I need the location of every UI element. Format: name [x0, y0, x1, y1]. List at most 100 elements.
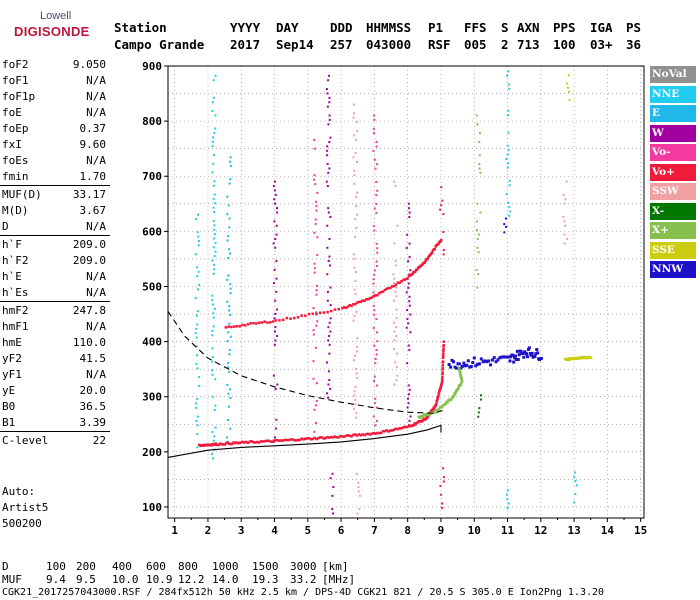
echo-dot [566, 237, 569, 240]
series-point [346, 305, 350, 308]
series-point [391, 285, 394, 288]
series-point [539, 356, 543, 360]
echo-dot [505, 192, 508, 195]
echo-dot [196, 415, 199, 418]
echo-dot [396, 224, 399, 227]
auto-program: Artist5 [2, 501, 49, 514]
echo-dot [375, 141, 378, 144]
echo-dot [355, 416, 358, 419]
param-row: D N/A [2, 220, 106, 234]
series-point [263, 440, 266, 443]
series-point [289, 438, 292, 441]
echo-dot [575, 484, 578, 487]
echo-dot [326, 299, 329, 302]
echo-dot [352, 319, 355, 322]
echo-dot [394, 326, 397, 329]
echo-dot [228, 348, 231, 351]
echo-dot [408, 348, 411, 351]
series-point [465, 363, 469, 367]
echo-dot [211, 360, 214, 363]
series-point [304, 314, 307, 318]
echo-dot [352, 103, 355, 106]
echo-dot [373, 344, 376, 347]
echo-dot [376, 247, 379, 250]
echo-dot [507, 70, 510, 73]
echo-dot [331, 508, 334, 511]
series-point [341, 306, 344, 310]
echo-dot [328, 237, 331, 240]
series-point [265, 439, 268, 443]
header-label: IGA [590, 20, 613, 35]
echo-dot [354, 279, 357, 282]
legend-item: SSE [650, 241, 696, 259]
echo-dot [316, 191, 319, 194]
echo-dot [312, 329, 315, 332]
series-point [304, 437, 307, 440]
param-value: 9.050 [72, 58, 106, 71]
footer-muf-value: 14.0 [212, 573, 239, 586]
param-name: foF1 [2, 74, 29, 87]
echo-dot [375, 318, 378, 321]
series-point [471, 361, 475, 365]
echo-dot [211, 299, 214, 302]
echo-dot [313, 430, 316, 433]
series-point [483, 359, 487, 363]
echo-dot [395, 352, 398, 355]
echo-dot [373, 402, 376, 405]
echo-dot [327, 326, 330, 329]
param-name: B1 [2, 416, 16, 429]
series-point [503, 355, 507, 359]
echo-dot [503, 223, 506, 226]
echo-dot [195, 420, 198, 423]
series-point [230, 325, 233, 329]
echo-dot [440, 186, 443, 189]
series-point [517, 353, 521, 357]
series-point [368, 433, 372, 436]
echo-dot [213, 211, 216, 214]
series-point [387, 286, 390, 290]
series-point [363, 299, 366, 303]
echo-dot [273, 189, 276, 192]
echo-dot [228, 248, 231, 251]
param-name: MUF(D) [2, 188, 42, 201]
x-tick-label: 12 [534, 524, 547, 537]
series-point [507, 355, 511, 359]
series-point [244, 324, 247, 327]
series-point [339, 434, 342, 438]
series-point [435, 402, 438, 406]
series-point [243, 441, 246, 444]
x-tick-label: 8 [404, 524, 411, 537]
param-separator [0, 431, 110, 432]
echo-dot [507, 114, 510, 117]
series-point [403, 425, 407, 429]
series-point [403, 278, 407, 281]
y-tick-label: 500 [142, 280, 162, 293]
param-name: hmF1 [2, 320, 29, 333]
echo-dot [476, 237, 479, 240]
echo-dot [314, 222, 317, 225]
series-point [441, 373, 444, 376]
param-value: N/A [86, 220, 106, 233]
echo-dot [274, 339, 277, 342]
y-tick-label: 400 [142, 336, 162, 349]
series-point [505, 355, 509, 359]
series-point [337, 436, 340, 439]
echo-dot [441, 502, 444, 505]
echo-dot [195, 362, 198, 365]
param-value: 33.17 [72, 188, 106, 201]
echo-dot [328, 74, 331, 77]
echo-dot [227, 405, 230, 408]
echo-dot [328, 140, 331, 143]
echo-dot [352, 112, 355, 115]
echo-dot [197, 270, 200, 273]
series-point [535, 348, 539, 352]
x-tick-label: 11 [501, 524, 515, 537]
footer-d-value: 800 [178, 560, 198, 573]
param-value: 1.70 [79, 170, 107, 183]
echo-dot [194, 332, 197, 335]
echo-dot [276, 211, 279, 214]
echo-dot [211, 259, 214, 262]
series-point [391, 429, 394, 432]
echo-dot [229, 313, 232, 316]
series-point [400, 427, 403, 430]
